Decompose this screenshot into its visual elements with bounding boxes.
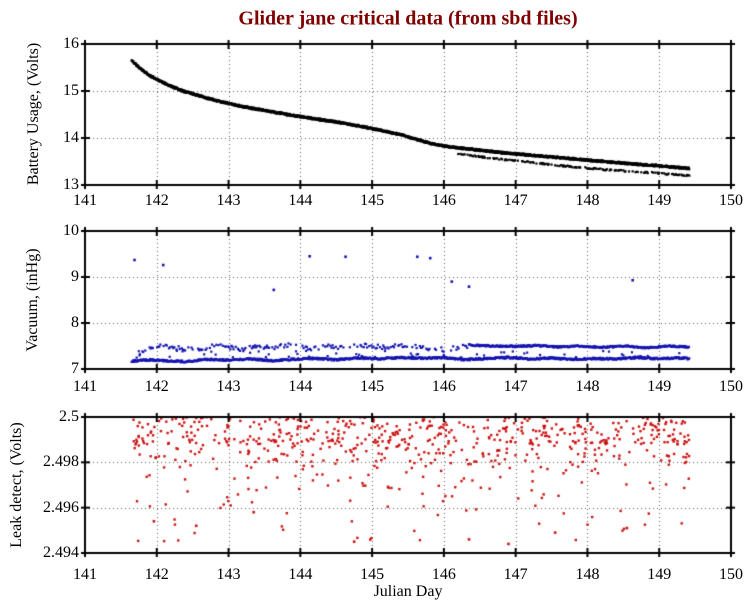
vacuum-xtick-146: 146: [431, 378, 456, 395]
battery-xtick-147: 147: [503, 192, 528, 209]
battery-ytick-14: 14: [63, 129, 79, 146]
leak-y-axis-title: Leak detect, (Volts): [8, 422, 25, 548]
vacuum-ytick-7: 7: [71, 360, 79, 377]
battery-y-axis-title: Battery Usage, (Volts): [25, 42, 42, 186]
leak-xtick-143: 143: [216, 566, 241, 583]
leak-xtick-150: 150: [719, 566, 743, 583]
vacuum-xtick-144: 144: [288, 378, 313, 395]
leak-xtick-141: 141: [73, 566, 97, 583]
vacuum-xtick-145: 145: [360, 378, 385, 395]
vacuum-y-axis-title: Vacuum, (inHg): [24, 248, 41, 352]
battery-plot: [76, 35, 740, 194]
leak-ytick-2.5: 2.5: [59, 408, 79, 425]
vacuum-xtick-148: 148: [575, 378, 600, 395]
battery-xtick-143: 143: [216, 192, 241, 209]
leak-xtick-144: 144: [288, 566, 313, 583]
vacuum-xtick-147: 147: [503, 378, 528, 395]
leak-xtick-146: 146: [431, 566, 456, 583]
vacuum-ytick-8: 8: [71, 314, 79, 331]
battery-ytick-16: 16: [63, 35, 79, 52]
vacuum-ytick-9: 9: [71, 268, 79, 285]
vacuum-xtick-143: 143: [216, 378, 241, 395]
vacuum-ytick-10: 10: [63, 222, 79, 239]
battery-ytick-13: 13: [63, 176, 79, 193]
leak-ytick-2.496: 2.496: [43, 498, 79, 516]
leak-xtick-148: 148: [575, 566, 600, 583]
x-axis-title: Julian Day: [373, 583, 443, 600]
leak-xtick-145: 145: [360, 566, 385, 583]
leak-plot: [76, 408, 740, 562]
battery-ytick-15: 15: [63, 82, 79, 99]
battery-xtick-141: 141: [73, 192, 97, 209]
battery-xtick-146: 146: [431, 192, 456, 209]
leak-ytick-2.498: 2.498: [43, 453, 79, 471]
figure-title: Glider jane critical data (from sbd file…: [238, 7, 578, 30]
battery-xtick-148: 148: [575, 192, 600, 209]
vacuum-xtick-142: 142: [144, 378, 169, 395]
battery-xtick-145: 145: [360, 192, 385, 209]
vacuum-xtick-150: 150: [719, 378, 743, 395]
vacuum-plot: [76, 222, 740, 378]
battery-xtick-144: 144: [288, 192, 313, 209]
leak-ytick-2.494: 2.494: [43, 544, 79, 561]
vacuum-xtick-149: 149: [647, 378, 672, 395]
battery-xtick-149: 149: [647, 192, 672, 209]
leak-xtick-147: 147: [503, 566, 528, 583]
leak-xtick-149: 149: [647, 566, 672, 583]
vacuum-xtick-141: 141: [73, 378, 97, 395]
battery-xtick-150: 150: [719, 192, 743, 209]
battery-xtick-142: 142: [144, 192, 169, 209]
leak-xtick-142: 142: [144, 566, 169, 583]
